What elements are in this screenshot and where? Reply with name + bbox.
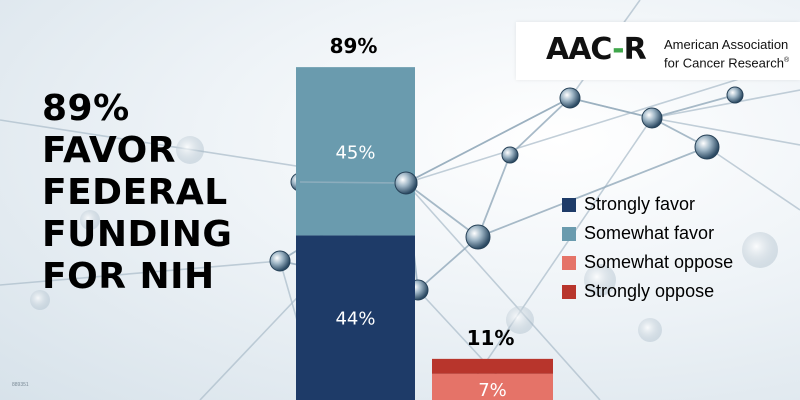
bar-total-label: 89% bbox=[330, 34, 378, 58]
bar-total-label: 11% bbox=[467, 326, 515, 350]
network-link bbox=[0, 260, 281, 286]
network-link bbox=[509, 97, 571, 156]
network-node bbox=[641, 107, 663, 129]
legend-item: Somewhat oppose bbox=[562, 248, 733, 277]
bar-value-label: 45% bbox=[335, 142, 375, 163]
network-node bbox=[638, 318, 662, 342]
aacr-logo-mark: AAC-R bbox=[546, 32, 647, 68]
aacr-logo-name: American Association for Cancer Research… bbox=[664, 37, 800, 71]
network-link bbox=[459, 117, 653, 400]
legend-swatch bbox=[562, 255, 576, 270]
network-link bbox=[299, 181, 407, 184]
bar-segment-somewhat-favor bbox=[296, 67, 415, 236]
legend-item: Strongly favor bbox=[562, 190, 733, 219]
network-node bbox=[559, 87, 581, 109]
logo-name-line1: American Association bbox=[664, 37, 789, 52]
headline-line: FUNDING bbox=[42, 214, 233, 255]
legend-label: Somewhat favor bbox=[584, 223, 715, 243]
network-node bbox=[506, 306, 534, 334]
legend-swatch bbox=[562, 226, 576, 241]
network-link bbox=[651, 94, 736, 119]
legend-item: Somewhat favor bbox=[562, 219, 733, 248]
chart-legend: Strongly favor Somewhat favor Somewhat opp… bbox=[562, 190, 733, 306]
logo-mark-b: R bbox=[623, 32, 647, 67]
network-link bbox=[417, 236, 479, 291]
network-node bbox=[176, 136, 204, 164]
network-node bbox=[80, 210, 100, 230]
headline-line: FAVOR bbox=[42, 130, 176, 171]
network-link bbox=[651, 117, 800, 146]
headline-line: 89% bbox=[42, 88, 130, 129]
network-link bbox=[706, 146, 800, 211]
logo-mark-accent: - bbox=[612, 32, 624, 67]
bar-segment-strongly-oppose bbox=[432, 358, 553, 374]
bar-segment-somewhat-oppose bbox=[432, 373, 553, 400]
legend-label: Strongly oppose bbox=[584, 281, 715, 301]
network-link bbox=[405, 182, 601, 400]
network-node bbox=[465, 224, 491, 250]
bar-segment-strongly-favor bbox=[296, 235, 415, 400]
network-node bbox=[584, 264, 616, 296]
logo-mark-a: AAC bbox=[546, 32, 613, 67]
bar-value-label: 44% bbox=[335, 309, 375, 330]
network-node bbox=[501, 146, 519, 164]
headline-line: FEDERAL bbox=[42, 172, 228, 213]
network-link bbox=[651, 89, 800, 119]
aacr-logo: AAC-R American Association for Cancer Re… bbox=[516, 22, 800, 80]
legend-label: Strongly favor bbox=[584, 194, 696, 214]
logo-name-line2: for Cancer Research® bbox=[664, 55, 790, 71]
network-node bbox=[269, 250, 291, 272]
network-link bbox=[477, 154, 511, 238]
network-node bbox=[30, 290, 50, 310]
network-link bbox=[405, 59, 800, 184]
network-link bbox=[405, 182, 479, 238]
legend-swatch bbox=[562, 284, 576, 299]
network-node bbox=[742, 232, 778, 268]
network-link bbox=[405, 97, 571, 184]
headline-line: FOR NIH bbox=[42, 256, 215, 297]
network-node bbox=[726, 86, 744, 104]
legend-swatch bbox=[562, 197, 576, 212]
network-link bbox=[569, 97, 653, 119]
bar-value-label: 7% bbox=[478, 380, 507, 400]
network-node bbox=[694, 134, 720, 160]
registered-mark: ® bbox=[783, 57, 790, 64]
network-link bbox=[477, 146, 708, 238]
headline: 89% FAVOR FEDERAL FUNDING FOR NIH bbox=[42, 88, 282, 298]
legend-item: Strongly oppose bbox=[562, 277, 733, 306]
legend-label: Somewhat oppose bbox=[584, 252, 734, 272]
image-credit: 889351 bbox=[12, 382, 29, 388]
network-node bbox=[394, 171, 418, 195]
